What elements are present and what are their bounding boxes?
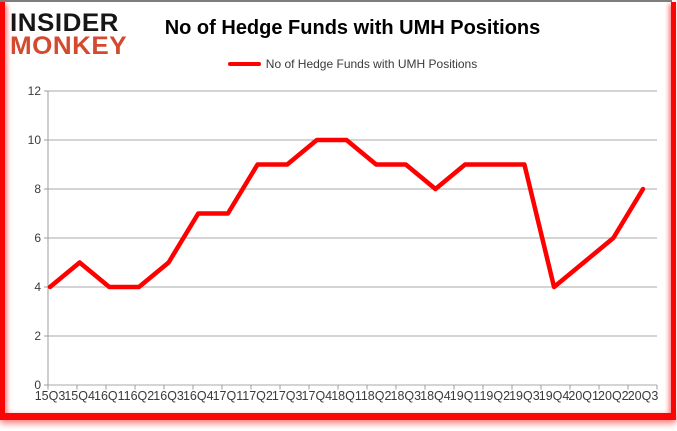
legend-line-swatch	[227, 61, 261, 67]
x-axis-label: 19Q4	[539, 389, 570, 403]
x-axis-label: 17Q1	[213, 389, 244, 403]
card-frame-top	[0, 0, 672, 2]
x-axis-label: 16Q3	[153, 389, 184, 403]
y-axis-label: 12	[28, 84, 42, 98]
x-axis-label: 19Q2	[479, 389, 510, 403]
card-frame-left	[0, 2, 5, 414]
y-axis-label: 0	[34, 378, 41, 392]
logo-monkey: MONKEY	[10, 31, 128, 60]
card-frame-bottom	[0, 413, 676, 420]
legend-label: No of Hedge Funds with UMH Positions	[265, 57, 478, 71]
x-axis-label: 19Q1	[450, 389, 481, 403]
x-axis-label: 18Q1	[331, 389, 362, 403]
x-axis-label: 17Q2	[242, 389, 273, 403]
x-axis-label: 20Q1	[568, 389, 599, 403]
x-axis-label: 17Q4	[302, 389, 333, 403]
x-axis-label: 20Q2	[598, 389, 629, 403]
x-axis-label: 16Q4	[183, 389, 214, 403]
card-frame-right	[671, 2, 676, 414]
y-axis-label: 2	[34, 329, 41, 343]
x-axis-label: 15Q4	[64, 389, 95, 403]
data-line	[47, 137, 646, 290]
x-axis-label: 18Q4	[420, 389, 451, 403]
x-axis-label: 17Q3	[272, 389, 303, 403]
x-axis-label: 19Q3	[509, 389, 540, 403]
x-axis-label: 15Q3	[35, 389, 66, 403]
chart-title: No of Hedge Funds with UMH Positions	[164, 17, 541, 39]
x-axis-label: 16Q1	[94, 389, 125, 403]
x-axis-label: 18Q3	[391, 389, 422, 403]
x-axis-label: 18Q2	[361, 389, 392, 403]
y-axis-label: 8	[34, 182, 41, 196]
y-axis-label: 10	[28, 133, 42, 147]
chart-legend: No of Hedge Funds with UMH Positions	[48, 56, 657, 72]
insider-monkey-logo: INSIDER MONKEY	[10, 8, 128, 60]
logo-insider: INSIDER	[10, 8, 119, 37]
y-axis-label: 4	[34, 280, 41, 294]
y-axis-label: 6	[34, 231, 41, 245]
x-axis-label: 16Q2	[124, 389, 155, 403]
x-axis-label: 20Q3	[628, 389, 659, 403]
